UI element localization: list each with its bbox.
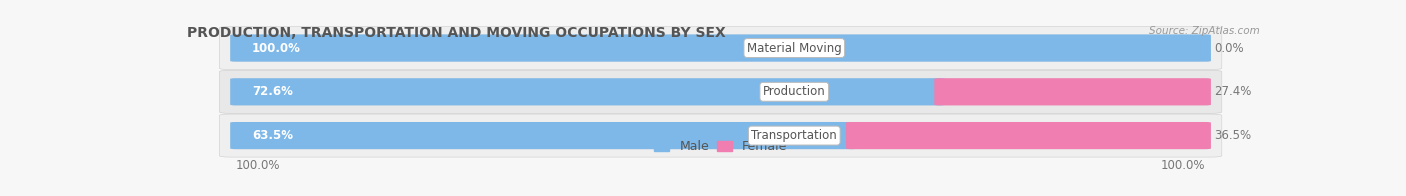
Text: 27.4%: 27.4% bbox=[1215, 85, 1251, 98]
FancyBboxPatch shape bbox=[219, 114, 1222, 157]
Text: Transportation: Transportation bbox=[751, 129, 837, 142]
FancyBboxPatch shape bbox=[231, 78, 1211, 105]
FancyBboxPatch shape bbox=[846, 122, 1211, 149]
FancyBboxPatch shape bbox=[219, 26, 1222, 70]
Text: Production: Production bbox=[763, 85, 825, 98]
Text: PRODUCTION, TRANSPORTATION AND MOVING OCCUPATIONS BY SEX: PRODUCTION, TRANSPORTATION AND MOVING OC… bbox=[187, 26, 725, 40]
Text: 36.5%: 36.5% bbox=[1215, 129, 1251, 142]
Text: 100.0%: 100.0% bbox=[252, 42, 301, 54]
Text: 72.6%: 72.6% bbox=[252, 85, 292, 98]
Text: 63.5%: 63.5% bbox=[252, 129, 292, 142]
Text: 100.0%: 100.0% bbox=[236, 159, 280, 172]
FancyBboxPatch shape bbox=[231, 34, 1211, 62]
FancyBboxPatch shape bbox=[231, 34, 1211, 62]
FancyBboxPatch shape bbox=[935, 78, 1211, 105]
Text: Material Moving: Material Moving bbox=[747, 42, 842, 54]
Text: 0.0%: 0.0% bbox=[1215, 42, 1244, 54]
FancyBboxPatch shape bbox=[219, 70, 1222, 113]
Legend: Male, Female: Male, Female bbox=[650, 135, 792, 158]
FancyBboxPatch shape bbox=[231, 122, 1211, 149]
FancyBboxPatch shape bbox=[231, 78, 945, 105]
Text: 100.0%: 100.0% bbox=[1161, 159, 1205, 172]
Text: Source: ZipAtlas.com: Source: ZipAtlas.com bbox=[1149, 26, 1260, 36]
FancyBboxPatch shape bbox=[231, 122, 856, 149]
